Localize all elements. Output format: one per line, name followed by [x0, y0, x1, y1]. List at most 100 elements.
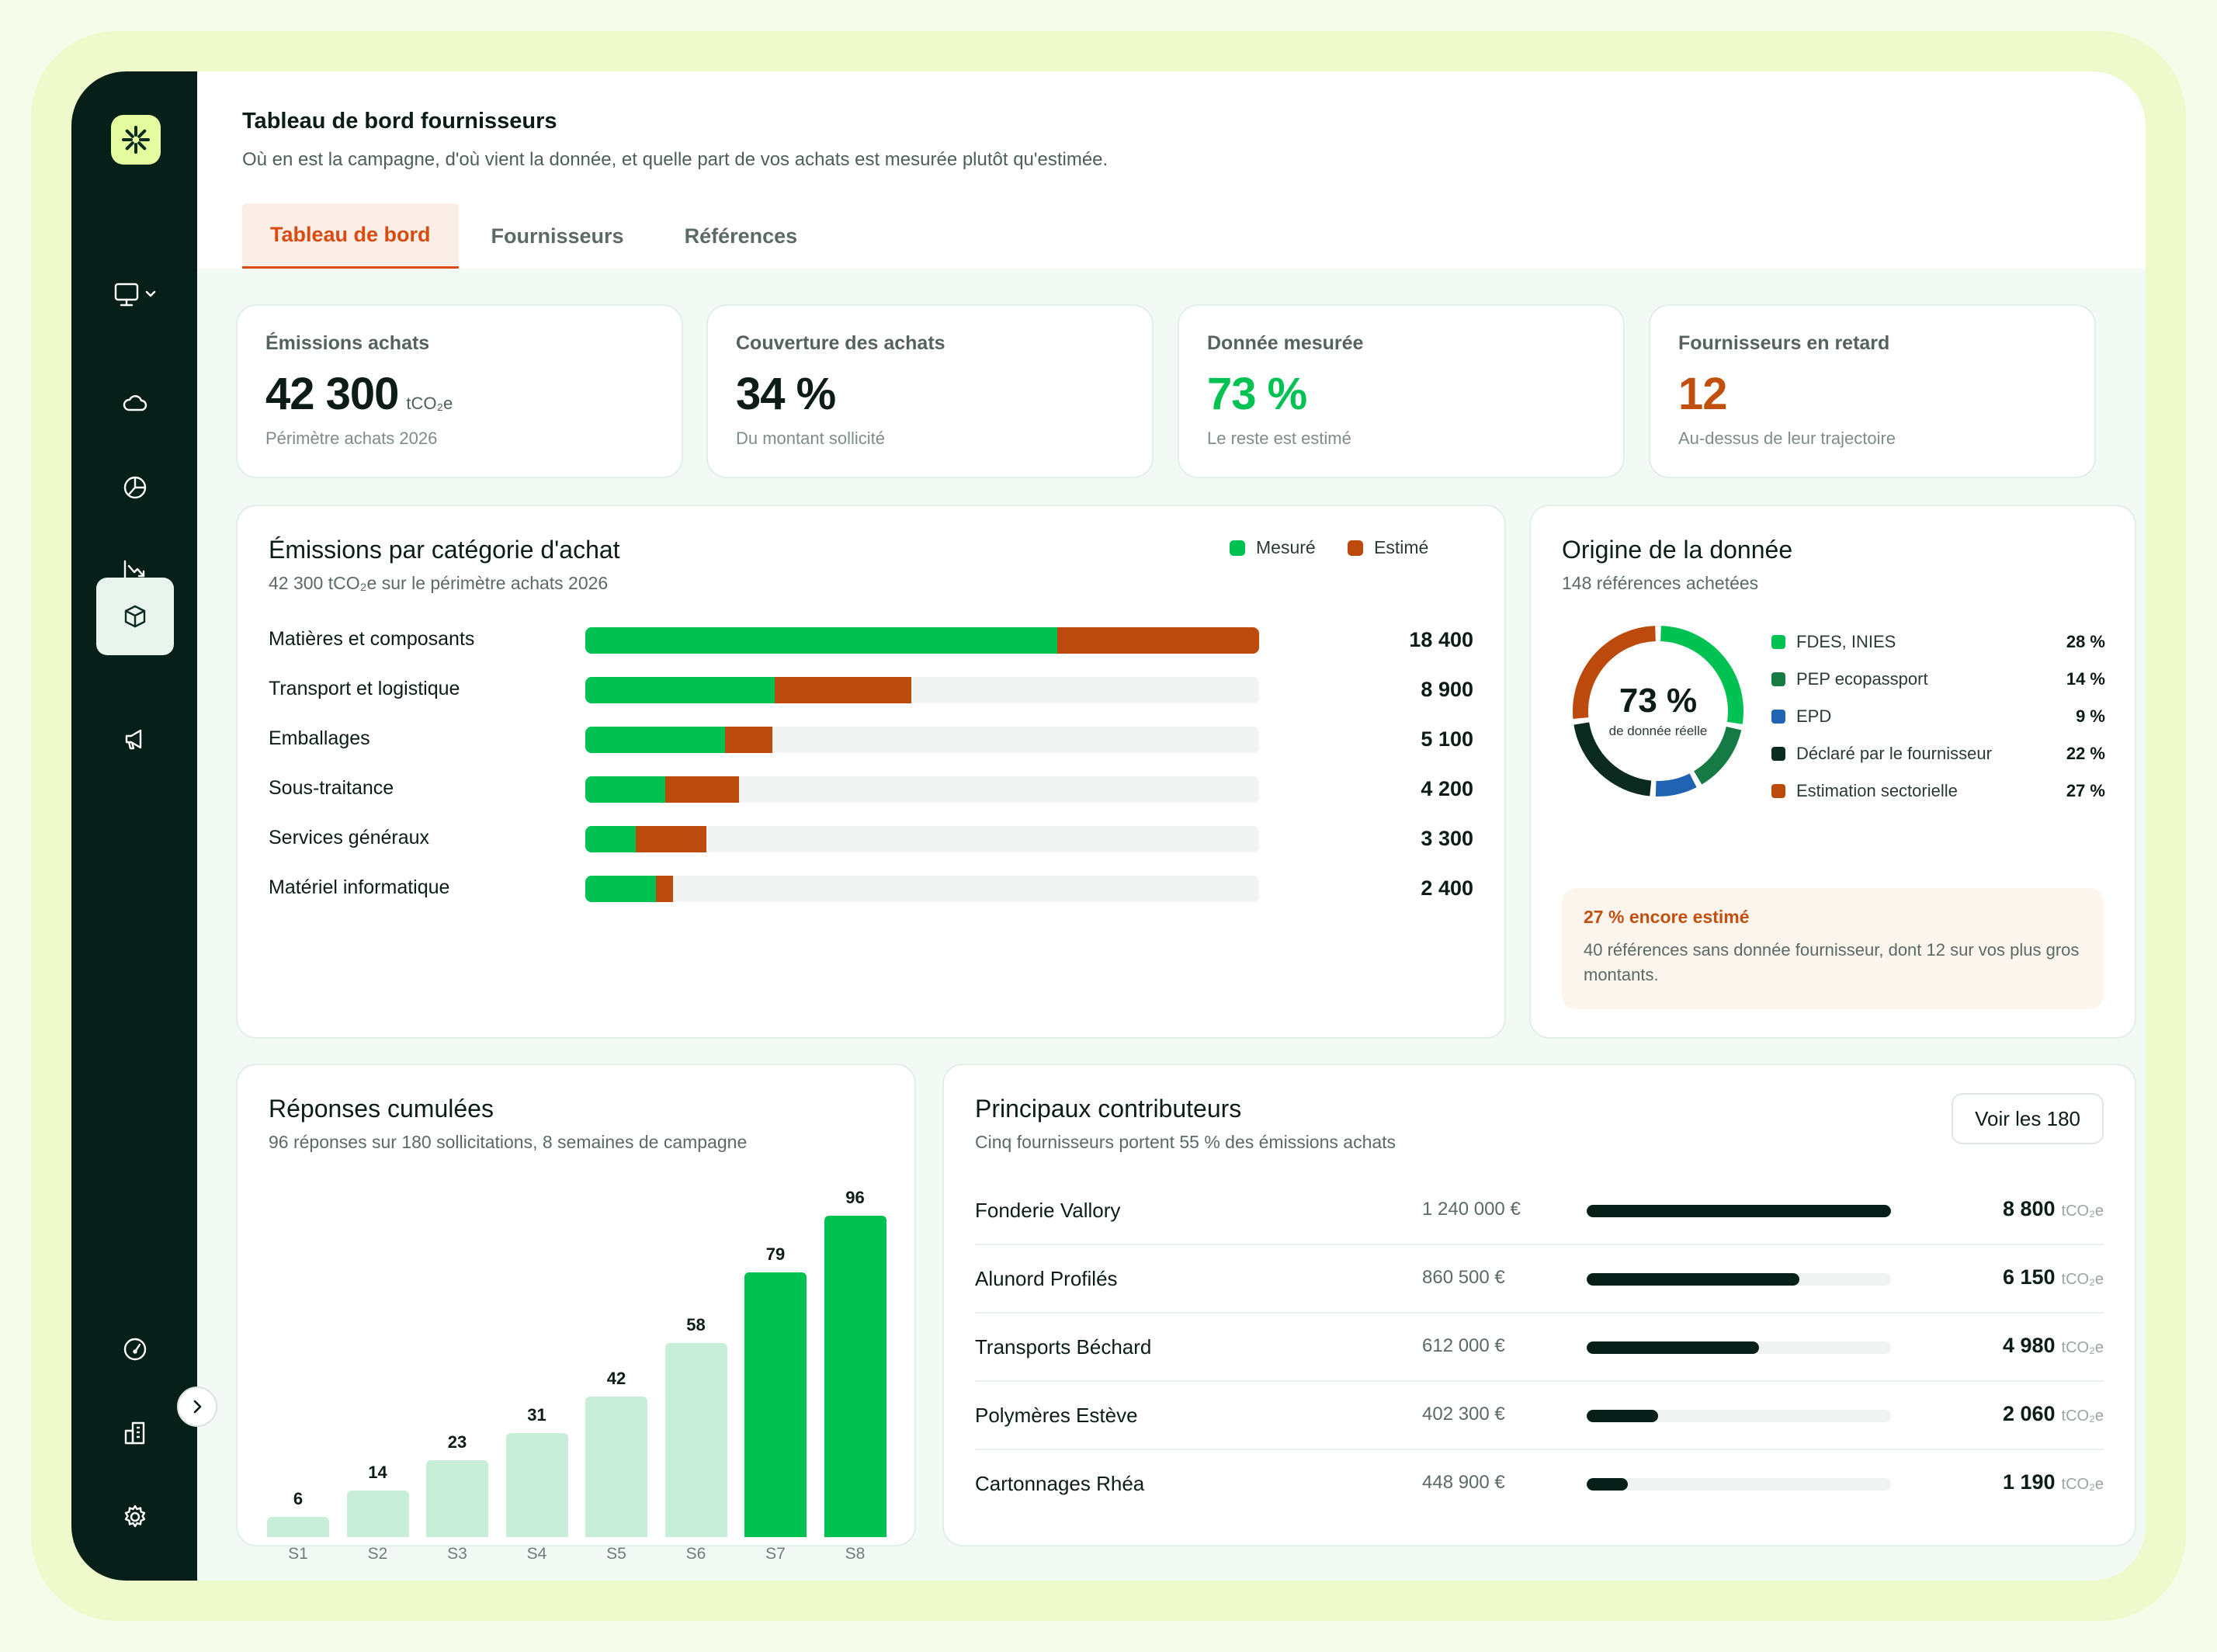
emission-unit: tCO₂e — [2061, 1203, 2104, 1220]
source-percent: 27 % — [2066, 781, 2105, 800]
sidebar-item-campaigns[interactable] — [96, 700, 174, 778]
purchase-amount: 612 000 € — [1422, 1335, 1505, 1356]
category-value: 3 300 — [1421, 827, 1473, 850]
kpi-subtext: Le reste est estimé — [1207, 429, 1351, 448]
purchase-amount: 1 240 000 € — [1422, 1199, 1521, 1220]
contributor-row[interactable]: Polymères Estève 402 300 € 2 060 tCO₂e — [975, 1382, 2104, 1450]
tab-references[interactable]: Références — [684, 224, 798, 248]
emission-bar-fill — [1587, 1410, 1658, 1422]
sidebar-item-monitor[interactable] — [95, 256, 180, 334]
monitor-icon — [114, 283, 156, 307]
bar-value-label: 14 — [368, 1462, 387, 1482]
donut-slice — [1573, 722, 1652, 796]
category-label: Sous-traitance — [269, 777, 394, 799]
card-title: Émissions par catégorie d'achat — [269, 536, 620, 564]
category-bar-measured — [585, 677, 775, 703]
donut-center-value: 73 % — [1619, 682, 1698, 720]
sidebar-item-emissions[interactable] — [96, 365, 174, 442]
gauge-icon — [123, 1338, 147, 1361]
bar-value-label: 42 — [606, 1368, 626, 1388]
legend-swatch — [1771, 672, 1785, 686]
category-bar-measured — [585, 826, 637, 852]
bar-value-label: 23 — [447, 1432, 467, 1452]
kpi-number: 42 300 — [265, 369, 399, 419]
source-percent: 28 % — [2066, 632, 2105, 651]
contributor-row[interactable]: Transports Béchard 612 000 € 4 980 tCO₂e — [975, 1314, 2104, 1382]
chevron-right-icon — [193, 1400, 202, 1414]
sidebar — [71, 71, 197, 1581]
logo[interactable] — [111, 115, 161, 165]
category-label: Matériel informatique — [269, 876, 450, 898]
emission-bar-fill — [1587, 1478, 1628, 1491]
cloud-icon — [123, 395, 147, 411]
emission-value: 2 060 tCO₂e — [2003, 1402, 2104, 1426]
view-all-suppliers-button[interactable]: Voir les 180 — [1952, 1093, 2104, 1144]
category-bar-estimated — [655, 876, 674, 902]
origin-donut-chart — [1573, 626, 1743, 796]
logo-icon — [122, 126, 150, 154]
emission-unit: tCO₂e — [2061, 1339, 2104, 1356]
source-percent: 22 % — [2066, 744, 2105, 763]
emission-bar-track — [1587, 1273, 1891, 1286]
sidebar-item-performance[interactable] — [96, 1310, 174, 1388]
card-subtitle: 96 réponses sur 180 sollicitations, 8 se… — [269, 1132, 748, 1152]
contributor-row[interactable]: Fonderie Vallory 1 240 000 € 8 800 tCO₂e — [975, 1177, 2104, 1245]
donut-slice — [1655, 773, 1697, 796]
card-title: Réponses cumulées — [269, 1095, 494, 1123]
category-value: 4 200 — [1421, 777, 1473, 800]
sidebar-item-settings[interactable] — [96, 1478, 174, 1556]
kpi-card-measured: Donnée mesurée 73 % Le reste est estimé — [1178, 304, 1625, 478]
category-bar-track — [585, 876, 1259, 902]
category-row: Matériel informatique 2 400 — [269, 873, 1473, 904]
bar-value-label: 79 — [765, 1244, 786, 1265]
response-bar — [664, 1342, 727, 1537]
x-tick-label: S3 — [447, 1545, 467, 1563]
sidebar-collapse-button[interactable] — [177, 1386, 217, 1427]
purchase-amount: 448 900 € — [1422, 1472, 1505, 1493]
emission-number: 6 150 — [2002, 1265, 2056, 1289]
category-bar-estimated — [725, 727, 772, 753]
legend-swatch — [1771, 747, 1785, 761]
emission-number: 1 190 — [2002, 1470, 2056, 1494]
category-bar-measured — [585, 876, 656, 902]
kpi-subtext: Périmètre achats 2026 — [265, 429, 438, 448]
category-bar-estimated — [665, 776, 740, 803]
tab-dashboard[interactable]: Tableau de bord — [242, 203, 459, 269]
sidebar-item-suppliers[interactable] — [96, 578, 174, 655]
category-label: Emballages — [269, 727, 370, 749]
purchase-amount: 860 500 € — [1422, 1267, 1505, 1288]
emission-bar-fill — [1587, 1341, 1759, 1354]
response-bar — [505, 1433, 568, 1537]
category-bar-measured — [585, 776, 666, 803]
source-name: Déclaré par le fournisseur — [1796, 744, 1992, 763]
bar-value-label: 31 — [527, 1405, 546, 1425]
category-bar-track — [585, 627, 1259, 654]
legend-label: Mesuré — [1256, 537, 1316, 557]
kpi-label: Émissions achats — [265, 332, 430, 354]
sidebar-item-reports[interactable] — [96, 449, 174, 526]
emission-unit: tCO₂e — [2061, 1476, 2104, 1493]
contributor-row[interactable]: Cartonnages Rhéa 448 900 € 1 190 tCO₂e — [975, 1450, 2104, 1518]
category-value: 2 400 — [1421, 876, 1473, 900]
kpi-value: 12 — [1678, 369, 1728, 419]
kpi-label: Couverture des achats — [736, 332, 945, 354]
emission-bar-fill — [1587, 1205, 1891, 1217]
kpi-card-coverage: Couverture des achats 34 % Du montant so… — [706, 304, 1154, 478]
donut-slice — [1573, 626, 1657, 719]
supplier-name: Alunord Profilés — [975, 1267, 1118, 1290]
legend-swatch — [1348, 540, 1363, 556]
category-bar-track — [585, 826, 1259, 852]
emission-value: 8 800 tCO₂e — [2003, 1197, 2104, 1221]
category-row: Sous-traitance 4 200 — [269, 773, 1473, 804]
category-bar-estimated — [1056, 627, 1259, 654]
sidebar-item-organisation[interactable] — [96, 1394, 174, 1472]
alert-text: 40 références sans donnée fournisseur, d… — [1584, 940, 2080, 984]
tab-suppliers[interactable]: Fournisseurs — [491, 224, 624, 248]
emission-bar-track — [1587, 1341, 1891, 1354]
bar-value-label: 96 — [845, 1188, 865, 1207]
page-subtitle: Où en est la campagne, d'où vient la don… — [242, 149, 1108, 170]
contributor-row[interactable]: Alunord Profilés 860 500 € 6 150 tCO₂e — [975, 1245, 2104, 1314]
donut-slice — [1660, 626, 1743, 724]
category-row: Transport et logistique 8 900 — [269, 674, 1473, 705]
emission-value: 6 150 tCO₂e — [2003, 1265, 2104, 1289]
